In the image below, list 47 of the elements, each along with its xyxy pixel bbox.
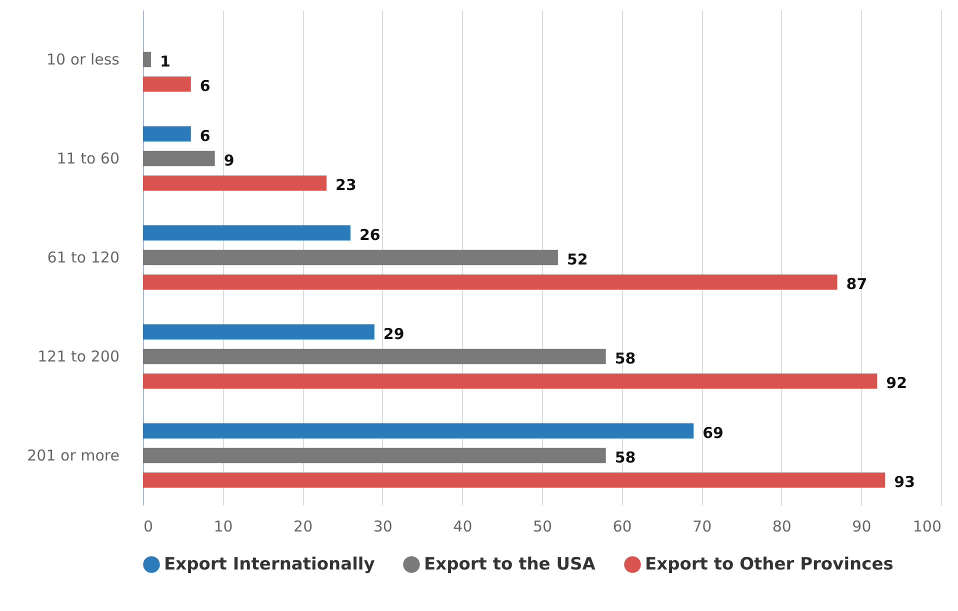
legend-label: Export to the USA [424,554,596,575]
bar [143,373,878,389]
y-tick-label: 10 or less [46,50,120,68]
x-tick-label: 50 [532,518,552,536]
data-label: 6 [200,126,210,145]
data-label: 58 [614,448,636,466]
data-label: 69 [702,424,724,442]
bar [143,423,694,439]
bar [143,150,215,166]
data-label: 23 [336,176,356,194]
bar [143,126,191,142]
bar [143,274,838,290]
y-tick-label: 121 to 200 [38,348,120,366]
x-tick-label: 80 [772,518,792,536]
bar [143,472,886,488]
bar [143,250,558,266]
x-tick-label: 60 [612,518,632,536]
data-label: 87 [846,275,868,294]
x-tick-label: 20 [294,518,313,536]
data-label: 1 [160,52,170,70]
legend-label: Export to Other Provinces [645,554,894,575]
y-tick-label: 11 to 60 [56,150,120,168]
bar [143,76,191,92]
x-tick-label: 40 [453,518,472,536]
bar [143,448,606,464]
data-label: 93 [894,473,916,492]
x-tick-label: 100 [912,518,942,536]
bar [143,324,374,340]
y-tick-label: 61 to 120 [47,248,120,266]
data-label: 92 [886,374,908,392]
data-label: 6 [200,77,210,96]
data-label: 26 [359,226,380,244]
bar [143,175,327,191]
x-tick-label: 0 [144,518,154,536]
data-label: 52 [566,250,588,268]
legend-label: Export Internationally [164,554,375,575]
data-label: 58 [614,350,636,368]
x-tick-label: 30 [373,518,392,536]
data-label: 9 [224,152,234,170]
x-tick-label: 70 [692,518,712,536]
data-label: 29 [383,324,404,343]
bar [143,225,350,241]
y-tick-label: 201 or more [27,446,120,464]
x-tick-label: 90 [852,518,872,536]
bar [143,348,606,364]
bar [143,52,151,68]
x-tick-label: 10 [214,518,233,536]
